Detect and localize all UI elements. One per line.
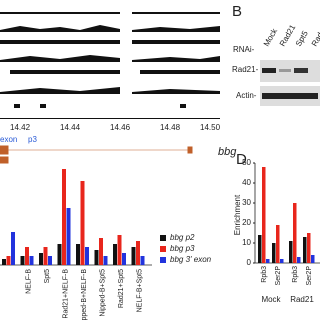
legend-label: bbg 3' exon <box>170 255 212 264</box>
y-tick-label: 30 <box>242 198 251 207</box>
blot <box>260 60 320 106</box>
bar <box>57 244 62 265</box>
y-tick-label: 0 <box>247 258 252 267</box>
probe-label: p3 <box>28 135 37 144</box>
bar <box>103 256 108 265</box>
category-label: Spt5 <box>44 269 51 284</box>
x-tick: 14.50 <box>200 123 221 132</box>
bar <box>307 233 311 263</box>
bar <box>131 247 136 265</box>
y-tick-label: 50 <box>242 158 251 167</box>
bar <box>25 247 29 265</box>
category-label: NELF-B <box>25 269 32 294</box>
x-tick: 14.44 <box>60 123 81 132</box>
x-tick: 14.42 <box>10 123 31 132</box>
bar <box>311 255 315 263</box>
category-label: Rpb3 <box>261 266 268 283</box>
bar <box>66 208 71 265</box>
bar <box>117 235 122 265</box>
legend-swatch <box>160 246 166 252</box>
bar <box>272 243 276 263</box>
category-label: Rpb3 <box>292 266 299 283</box>
legend-label: bbg p3 <box>170 244 195 253</box>
bar <box>122 253 126 265</box>
legend-label: bbg p2 <box>170 233 195 242</box>
bar <box>297 257 301 263</box>
x-tick: 14.46 <box>110 123 131 132</box>
bar <box>276 225 280 263</box>
bar <box>80 181 85 265</box>
group-label: Mock <box>261 295 281 304</box>
blot-row: Actin- <box>236 91 257 100</box>
bar <box>140 256 145 265</box>
category-label: Ser2P <box>306 266 313 286</box>
lane-label: Spt5 <box>294 29 310 48</box>
bar <box>113 244 117 265</box>
bar <box>289 241 293 263</box>
bar <box>48 256 52 265</box>
category-label: NELF-B+Spt5 <box>136 269 143 312</box>
gene-name: bbg <box>218 146 237 158</box>
bar <box>99 238 103 265</box>
rnai-label: RNAi- <box>233 45 255 54</box>
bar <box>266 259 270 263</box>
panel-letter: B <box>232 3 242 20</box>
gene-model <box>0 145 193 164</box>
bar <box>29 256 34 265</box>
panel-letter: D <box>236 151 247 168</box>
category-label: Ser2P <box>275 266 282 286</box>
bar <box>62 169 66 265</box>
blot-row: Rad21- <box>232 65 259 74</box>
lane-label: Rad <box>310 31 320 48</box>
bar <box>258 235 262 263</box>
y-tick-label: 40 <box>242 178 251 187</box>
bar <box>6 256 11 265</box>
bar <box>303 237 307 263</box>
bar <box>94 250 99 265</box>
bar <box>39 253 43 265</box>
browser-tracks <box>0 12 220 119</box>
bar <box>11 232 15 265</box>
bar <box>20 256 25 265</box>
bar <box>85 247 89 265</box>
bar <box>280 259 284 263</box>
x-tick: 14.48 <box>160 123 181 132</box>
bar <box>293 203 297 263</box>
y-tick-label: 20 <box>242 218 251 227</box>
category-label: Rad21+Spt5 <box>118 269 125 308</box>
y-axis-label: Enrichment <box>233 194 242 235</box>
category-label: Rad21+NELF-B <box>62 269 69 319</box>
bar <box>136 241 140 265</box>
legend-swatch <box>160 235 166 241</box>
bar <box>76 244 80 265</box>
category-label: Nipped-B+Spt5 <box>99 269 106 317</box>
bar <box>262 167 266 263</box>
bar <box>43 247 48 265</box>
category-label: Nipped-B+NELF-B <box>81 269 88 320</box>
group-label: Rad21 <box>290 295 314 304</box>
legend-swatch <box>160 257 166 263</box>
y-tick-label: 10 <box>242 238 251 247</box>
lane-label: Mock <box>262 26 280 48</box>
exon-label: exon <box>0 135 17 144</box>
bar <box>2 259 6 265</box>
